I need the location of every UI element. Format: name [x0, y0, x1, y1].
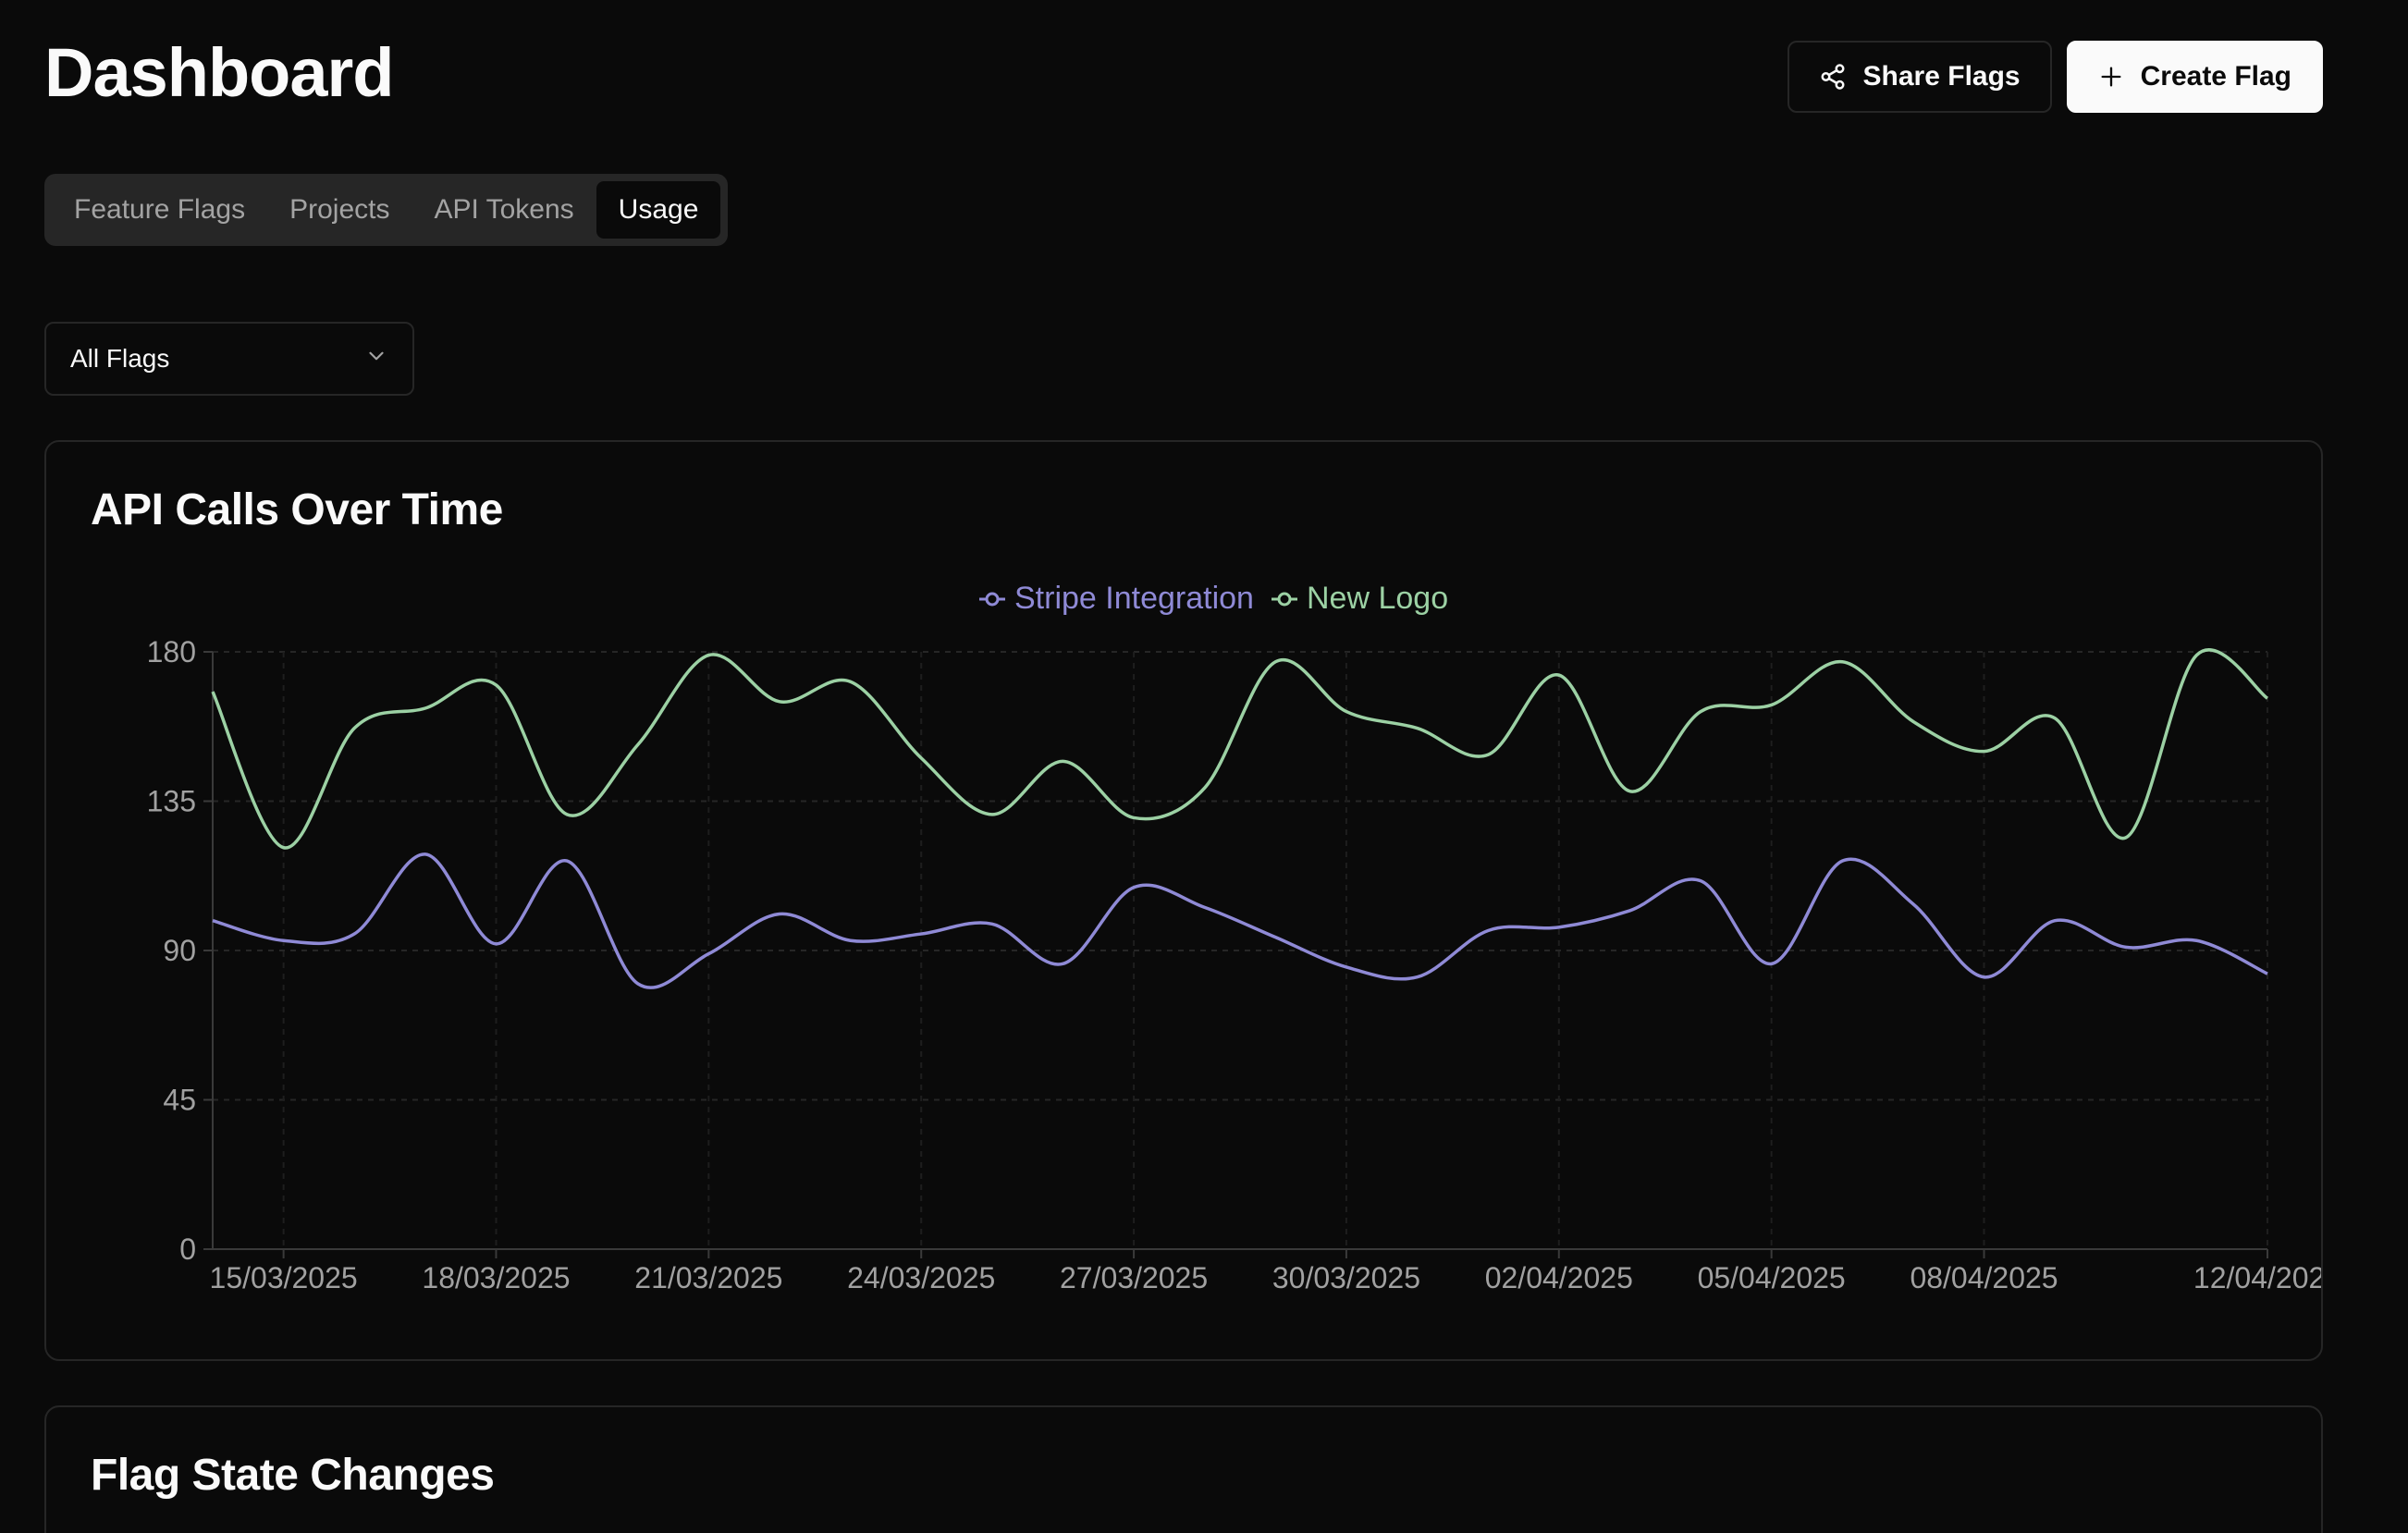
legend-dot-stripe-integration	[985, 592, 1000, 607]
api-calls-chart: 0 45 90 135 180 15/03/2025 18/03/2025 21/03/202…	[147, 581, 2321, 1294]
x-tick-label: 12/04/2025	[2193, 1261, 2321, 1294]
flag-filter-value: All Flags	[70, 344, 170, 373]
series-line-stripe-integration	[212, 852, 2268, 989]
create-flag-label: Create Flag	[2140, 61, 2291, 92]
x-tick-label: 05/04/2025	[1698, 1261, 1846, 1294]
dashboard-tabs: Feature Flags Projects API Tokens Usage	[44, 174, 729, 246]
legend-label-stripe-integration: Stripe Integration	[1014, 581, 1254, 616]
y-tick-label: 180	[147, 635, 196, 668]
x-tick-label: 08/04/2025	[1910, 1261, 2058, 1294]
flag-state-changes-title: Flag State Changes	[91, 1451, 495, 1500]
tab-feature-flags[interactable]: Feature Flags	[74, 194, 246, 225]
header-actions: Share Flags Create Flag	[1787, 41, 2323, 113]
legend-dot-new-logo	[1277, 592, 1292, 607]
page-title: Dashboard	[44, 34, 395, 111]
x-tick-label: 24/03/2025	[847, 1261, 995, 1294]
x-tick-label: 02/04/2025	[1485, 1261, 1633, 1294]
create-flag-button[interactable]: Create Flag	[2066, 41, 2323, 113]
y-tick-label: 0	[179, 1233, 196, 1266]
x-tick-label: 15/03/2025	[210, 1261, 358, 1294]
page-header: Dashboard Share Flags Create Flag	[44, 33, 2323, 122]
x-tick-label: 18/03/2025	[422, 1261, 570, 1294]
plus-icon	[2098, 64, 2124, 90]
tab-api-tokens[interactable]: API Tokens	[434, 194, 574, 225]
x-tick-label: 21/03/2025	[634, 1261, 782, 1294]
api-calls-card: API Calls Over Time 0 45 90 135 180 15/03/202…	[44, 440, 2323, 1361]
tab-usage[interactable]: Usage	[596, 181, 721, 239]
api-calls-card-title: API Calls Over Time	[91, 485, 503, 534]
flag-filter-select[interactable]: All Flags	[44, 322, 414, 396]
legend-label-new-logo: New Logo	[1307, 581, 1448, 616]
flag-state-changes-card: Flag State Changes	[44, 1405, 2323, 1533]
chevron-down-icon	[364, 344, 388, 374]
tab-projects[interactable]: Projects	[289, 194, 390, 225]
y-tick-label: 135	[147, 785, 196, 818]
y-tick-label: 90	[163, 934, 196, 967]
y-tick-label: 45	[163, 1084, 196, 1117]
share-flags-button[interactable]: Share Flags	[1787, 41, 2052, 113]
series-line-new-logo	[211, 648, 2269, 850]
share-flags-label: Share Flags	[1862, 61, 2021, 92]
x-tick-label: 30/03/2025	[1272, 1261, 1420, 1294]
x-tick-label: 27/03/2025	[1060, 1261, 1208, 1294]
share-icon	[1819, 63, 1847, 91]
